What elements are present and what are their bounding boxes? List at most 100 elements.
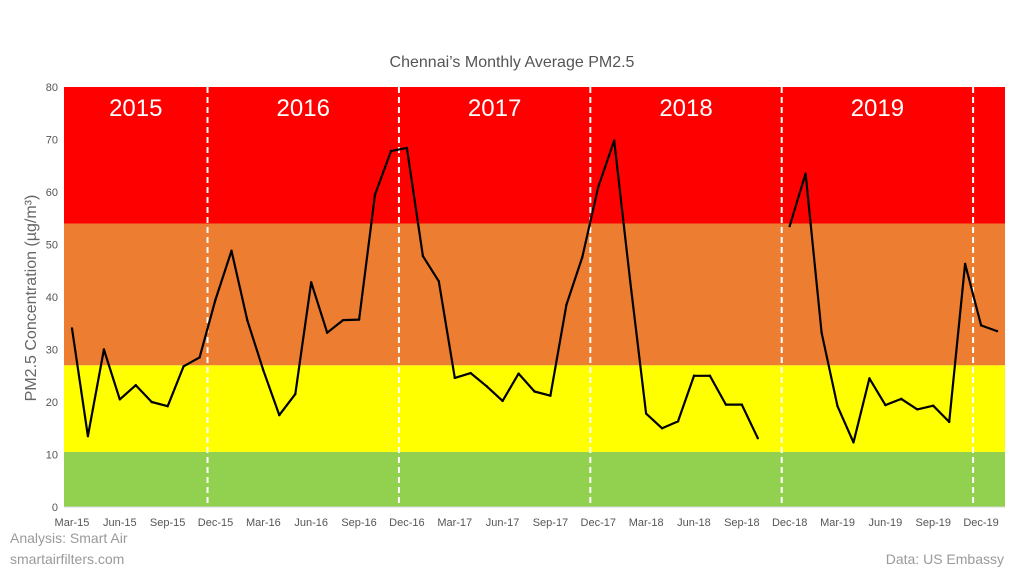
data-point-Jul-19 — [900, 397, 903, 401]
data-point-May-18 — [676, 420, 680, 423]
data-point-Aug-15 — [150, 400, 153, 404]
data-point-Oct-18 — [756, 437, 759, 440]
data-point-Apr-16 — [278, 413, 281, 417]
data-point-Jul-17 — [517, 372, 520, 375]
data-point-Jun-19 — [884, 403, 887, 407]
band-1 — [64, 365, 1005, 452]
data-point-Apr-17 — [469, 371, 472, 375]
data-point-Dec-17 — [597, 185, 600, 188]
data-point-Jun-16 — [310, 281, 313, 284]
x-tick-label-Mar-16: Mar-16 — [246, 517, 281, 529]
x-axis: Mar-15 Jun-15 Sep-15 Dec-15 Mar-16 Jun-16 Sep-… — [55, 506, 1005, 529]
data-point-Mar-19 — [836, 405, 839, 408]
x-tick-label-Sep-19: Sep-19 — [915, 517, 950, 529]
data-point-Oct-15 — [182, 365, 185, 368]
data-point-May-15 — [102, 348, 106, 351]
data-point-Jul-15 — [134, 384, 137, 387]
data-point-Nov-17 — [581, 255, 584, 259]
x-tick-label-Sep-18: Sep-18 — [724, 517, 759, 529]
data-point-Mar-18 — [644, 412, 648, 415]
data-point-Jan-19 — [804, 172, 807, 175]
y-tick-label-60: 60 — [46, 187, 58, 199]
data-point-Feb-19 — [820, 331, 823, 334]
data-point-Nov-16 — [389, 149, 393, 153]
y-axis-title: PM2.5 Concentration (µg/m³) — [23, 195, 40, 402]
y-tick-label-50: 50 — [46, 240, 58, 252]
x-tick-label-Dec-15: Dec-15 — [198, 517, 233, 529]
y-tick-label-10: 10 — [46, 450, 58, 462]
year-label-2018: 2018 — [659, 95, 712, 122]
data-point-Dec-19 — [979, 324, 983, 327]
x-tick-label-Mar-19: Mar-19 — [820, 517, 855, 529]
data-point-Feb-16 — [246, 319, 249, 322]
chart-title: Chennai’s Monthly Average PM2.5 — [390, 54, 635, 71]
data-point-Sep-18 — [740, 403, 744, 406]
data-point-Jan-20 — [995, 329, 999, 333]
x-tick-label-Sep-15: Sep-15 — [150, 517, 185, 529]
data-point-Feb-18 — [628, 280, 632, 283]
data-point-Sep-15 — [166, 405, 169, 408]
y-tick-label-80: 80 — [46, 82, 58, 94]
y-tick-label-20: 20 — [46, 397, 58, 409]
data-point-Mar-15 — [70, 327, 74, 330]
data-point-Oct-16 — [373, 193, 377, 196]
y-tick-label-40: 40 — [46, 292, 58, 304]
data-point-May-16 — [294, 392, 297, 396]
x-tick-label-Jun-18: Jun-18 — [677, 517, 711, 529]
x-tick-label-Jun-16: Jun-16 — [294, 517, 328, 529]
y-tick-label-70: 70 — [46, 135, 58, 147]
data-point-Jan-17 — [421, 254, 425, 258]
x-tick-label-Jun-15: Jun-15 — [103, 517, 137, 529]
year-label-2016: 2016 — [277, 95, 330, 122]
band-3 — [64, 87, 1005, 224]
data-point-May-19 — [868, 377, 871, 380]
data-point-Aug-16 — [341, 318, 345, 322]
series-layer — [70, 139, 999, 444]
band-2 — [64, 223, 1005, 366]
data-point-Sep-17 — [549, 394, 552, 397]
data-point-Jun-17 — [501, 399, 504, 403]
data-point-Apr-18 — [660, 427, 664, 430]
website-credit: smartairfilters.com — [10, 551, 125, 567]
x-tick-label-Dec-17: Dec-17 — [581, 517, 616, 529]
air-quality-bands — [64, 87, 1005, 507]
year-label-2015: 2015 — [109, 95, 162, 122]
x-tick-label-Jun-19: Jun-19 — [869, 517, 903, 529]
data-point-Jun-15 — [118, 398, 122, 401]
data-point-Jan-18 — [613, 139, 616, 142]
year-dividers — [206, 87, 975, 509]
x-tick-label-Mar-17: Mar-17 — [437, 517, 472, 529]
y-tick-label-30: 30 — [46, 345, 58, 357]
x-tick-label-Sep-17: Sep-17 — [533, 517, 568, 529]
x-tick-label-Sep-16: Sep-16 — [341, 517, 376, 529]
y-tick-label-0: 0 — [52, 502, 58, 514]
data-point-May-17 — [485, 385, 488, 388]
data-point-Oct-17 — [565, 303, 568, 307]
data-point-Aug-17 — [533, 390, 536, 393]
data-point-Sep-19 — [932, 404, 935, 407]
data-point-Jun-18 — [692, 374, 696, 377]
data-point-Oct-19 — [947, 420, 951, 424]
data-point-Jan-16 — [230, 249, 233, 252]
data-point-Feb-17 — [437, 280, 441, 283]
x-tick-label-Dec-16: Dec-16 — [389, 517, 424, 529]
data-point-Dec-16 — [405, 146, 409, 150]
data-point-Nov-15 — [198, 356, 201, 359]
data-point-Mar-17 — [453, 376, 456, 380]
band-0 — [64, 451, 1005, 507]
data-point-Dec-15 — [214, 298, 217, 301]
year-label-2019: 2019 — [851, 95, 904, 122]
x-tick-label-Jun-17: Jun-17 — [486, 517, 520, 529]
year-label-2017: 2017 — [468, 95, 521, 122]
x-tick-label-Dec-18: Dec-18 — [772, 517, 807, 529]
data-point-Jul-18 — [708, 374, 712, 377]
data-point-Sep-16 — [357, 318, 361, 321]
x-tick-label-Mar-18: Mar-18 — [629, 517, 664, 529]
data-point-Aug-18 — [724, 403, 728, 406]
year-labels: 2015 2016 2017 2018 2019 — [109, 95, 904, 122]
x-tick-label-Dec-19: Dec-19 — [963, 517, 998, 529]
data-point-Mar-16 — [262, 369, 265, 372]
data-point-Apr-19 — [852, 441, 855, 444]
data-point-Dec-18 — [788, 224, 791, 228]
